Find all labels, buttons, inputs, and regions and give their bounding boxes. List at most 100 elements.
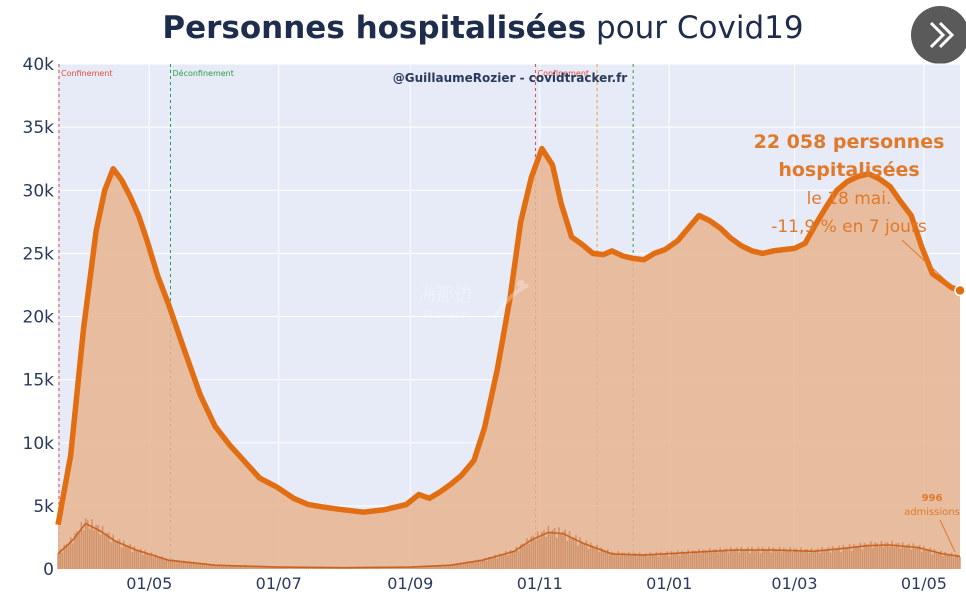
admission-bar: [840, 552, 842, 569]
admission-bar: [475, 562, 477, 569]
admission-bar: [704, 549, 707, 569]
admission-bar: [793, 548, 796, 569]
admission-bar: [676, 550, 679, 569]
admission-bar: [621, 552, 624, 569]
admission-bar: [120, 547, 123, 569]
admission-bar: [674, 553, 677, 569]
admission-bar: [244, 566, 246, 569]
admissions-arrow: [939, 519, 956, 553]
admission-bar: [708, 548, 711, 569]
admission-bar: [502, 554, 505, 569]
y-tick-label: 0: [43, 560, 54, 580]
admission-bar: [800, 547, 802, 569]
x-tick-label: 01/11: [517, 574, 563, 593]
admission-bar: [657, 556, 660, 569]
y-tick-label: 15k: [23, 371, 55, 391]
admission-bar: [536, 531, 539, 569]
y-tick-label: 5k: [33, 497, 54, 517]
admission-bar: [377, 567, 380, 569]
admission-bar: [904, 547, 906, 569]
next-button[interactable]: [911, 6, 966, 64]
admission-bar: [613, 552, 615, 569]
admission-bar: [806, 548, 808, 569]
admission-bar: [592, 545, 594, 569]
admission-bar: [819, 552, 821, 569]
admission-bar: [757, 546, 760, 569]
admission-bar: [532, 535, 535, 569]
admission-bar: [628, 551, 630, 569]
x-tick-label: 01/09: [387, 574, 433, 593]
admission-bar: [558, 527, 560, 569]
admission-bar: [899, 548, 902, 569]
admission-bar: [797, 552, 800, 569]
admission-bar: [685, 552, 687, 569]
annotation-line-1: 22 058 personnes: [754, 131, 945, 153]
admission-bar: [362, 567, 365, 569]
admission-bar: [730, 547, 732, 569]
admission-bar: [872, 548, 874, 569]
x-axis: 01/05 01/07 01/09 01/11 01/01 01/03 01/05: [126, 574, 947, 593]
admission-bar: [691, 550, 694, 569]
admission-bar: [492, 556, 494, 569]
admission-bar: [938, 552, 940, 569]
admission-bar: [710, 552, 713, 569]
admission-bar: [836, 548, 838, 569]
admission-bar: [222, 566, 225, 569]
admission-bar: [636, 556, 639, 569]
admission-bar: [556, 537, 558, 569]
admission-bar: [619, 555, 622, 569]
admission-bar: [468, 562, 471, 569]
admission-bar: [829, 552, 832, 569]
admission-bar: [384, 567, 386, 569]
admission-bar: [282, 567, 284, 569]
admission-bar: [589, 542, 592, 569]
admission-bar: [923, 545, 925, 569]
admission-bar: [891, 540, 893, 569]
x-tick-label: 01/07: [256, 574, 302, 593]
admission-bar: [97, 525, 100, 569]
admission-bar: [539, 538, 541, 569]
admission-bar: [742, 549, 745, 569]
admission-bar: [948, 554, 951, 569]
y-tick-label: 25k: [23, 244, 55, 264]
admission-bar: [137, 550, 140, 569]
admission-bar: [944, 551, 946, 569]
admission-bar: [602, 549, 605, 569]
admission-bar: [76, 531, 78, 569]
admission-bar: [519, 544, 522, 569]
admission-bar: [526, 538, 528, 569]
admission-bar: [744, 549, 747, 569]
admission-bar: [679, 555, 681, 569]
admission-bar: [910, 549, 912, 569]
admission-bar: [483, 558, 486, 569]
admission-bar: [398, 567, 401, 569]
admission-bar: [740, 546, 743, 569]
admission-bar: [460, 563, 462, 569]
admission-bar: [522, 543, 524, 569]
admission-bar: [57, 553, 59, 569]
admission-bar: [163, 559, 165, 569]
admission-bar: [541, 531, 543, 569]
admission-bar: [604, 552, 607, 569]
admissions-unit: admissions: [904, 507, 960, 518]
admission-bar: [254, 566, 257, 569]
admission-bar: [99, 534, 102, 569]
admission-bar: [791, 552, 794, 569]
admission-bar: [700, 553, 702, 569]
admission-bar: [874, 542, 876, 569]
admission-bar: [867, 546, 870, 569]
admission-bar: [581, 541, 583, 569]
admission-bar: [154, 554, 157, 569]
admission-bar: [515, 546, 518, 569]
admission-bar: [161, 556, 163, 569]
admission-bar: [770, 552, 772, 569]
admission-bar: [772, 547, 774, 569]
admission-bar: [473, 560, 475, 569]
admission-bar: [553, 527, 556, 569]
admission-bar: [560, 533, 562, 569]
admission-bar: [579, 537, 581, 569]
double-chevron-right-icon: [929, 21, 955, 49]
admission-bar: [103, 535, 106, 569]
admission-bar: [93, 530, 95, 569]
admission-bar: [224, 565, 227, 569]
